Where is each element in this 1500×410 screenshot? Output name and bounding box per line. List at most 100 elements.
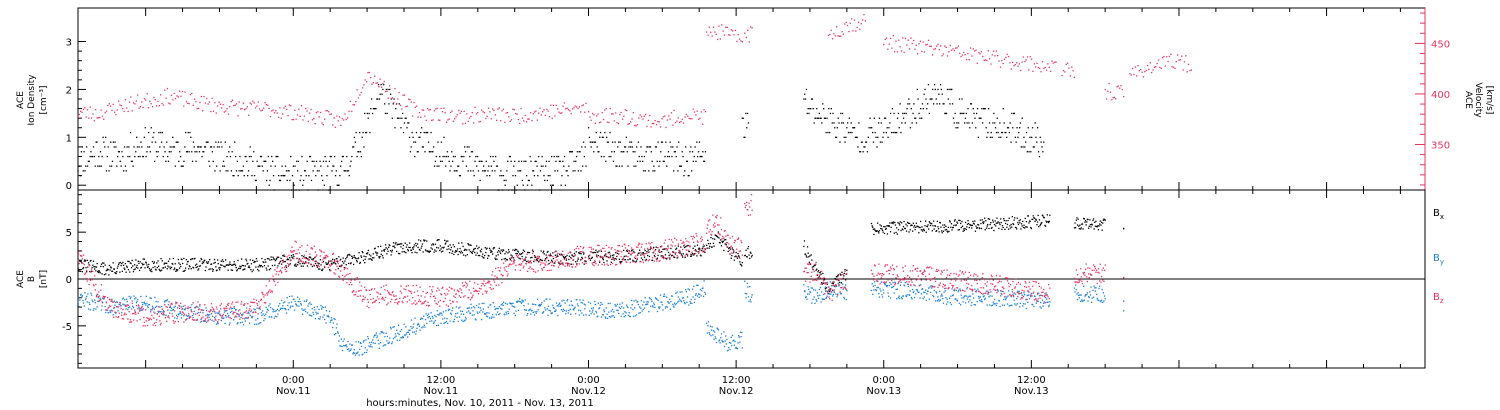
bx-point xyxy=(940,226,942,228)
velocity-point xyxy=(1036,62,1038,64)
density-point xyxy=(891,108,893,110)
bx-point xyxy=(607,252,609,254)
bx-point xyxy=(487,257,489,259)
by-point xyxy=(134,298,136,300)
bx-point xyxy=(350,262,352,264)
by-point xyxy=(138,306,140,309)
bx-point xyxy=(1039,224,1041,227)
bx-point xyxy=(942,224,944,226)
by-point xyxy=(870,289,873,292)
velocity-point xyxy=(956,47,958,49)
density-point xyxy=(499,175,501,177)
velocity-point xyxy=(700,111,702,113)
density-point xyxy=(806,112,808,115)
density-point xyxy=(240,170,242,172)
velocity-point xyxy=(883,44,885,46)
by-point xyxy=(916,289,918,291)
density-point xyxy=(262,170,264,172)
bx-point xyxy=(1012,223,1015,226)
bx-point xyxy=(190,258,192,261)
density-point xyxy=(462,160,464,162)
bx-point xyxy=(1074,222,1076,224)
by-point xyxy=(663,293,665,295)
by-point xyxy=(408,333,411,335)
velocity-point xyxy=(696,110,698,112)
velocity-point xyxy=(292,119,295,121)
by-point xyxy=(258,322,261,324)
bx-point xyxy=(179,263,181,266)
by-point xyxy=(664,307,667,309)
by-point xyxy=(684,303,686,305)
by-point xyxy=(249,322,251,324)
by-point xyxy=(228,324,230,326)
density-point xyxy=(810,108,812,110)
density-point xyxy=(884,117,887,119)
bx-point xyxy=(477,254,480,257)
density-point xyxy=(887,136,889,138)
by-point xyxy=(90,292,92,294)
density-point xyxy=(578,151,580,153)
bx-point xyxy=(247,262,249,264)
bx-point xyxy=(906,225,908,227)
by-point xyxy=(730,342,732,344)
velocity-point xyxy=(1045,69,1048,71)
bx-point xyxy=(627,259,629,261)
by-point xyxy=(992,301,994,303)
bx-point xyxy=(125,271,127,273)
by-point xyxy=(383,344,385,346)
by-point xyxy=(158,311,160,313)
bx-point xyxy=(102,266,104,268)
bx-point xyxy=(91,266,93,269)
by-point xyxy=(167,304,170,306)
velocity-point xyxy=(303,115,305,117)
density-point xyxy=(171,146,173,148)
bx-point xyxy=(287,258,289,260)
by-point xyxy=(648,311,650,313)
velocity-point xyxy=(960,55,962,58)
velocity-point xyxy=(1117,85,1119,87)
density-point xyxy=(596,146,598,148)
density-point xyxy=(853,127,855,129)
density-point xyxy=(194,151,196,153)
by-point xyxy=(495,314,497,316)
bx-point xyxy=(466,254,468,256)
density-point xyxy=(101,155,103,158)
density-point xyxy=(131,160,133,162)
velocity-point xyxy=(711,35,713,37)
by-point xyxy=(514,306,516,308)
by-point xyxy=(308,314,310,316)
bx-point xyxy=(244,268,246,270)
by-point xyxy=(972,297,975,299)
bx-point xyxy=(1006,226,1008,228)
velocity-point xyxy=(576,106,578,108)
by-point xyxy=(1025,307,1028,310)
bx-point xyxy=(474,251,476,254)
magnetic-field-panel: -505 0:00Nov.1112:00Nov.110:00Nov.1212:0… xyxy=(16,189,1444,409)
by-point xyxy=(691,288,694,290)
by-point xyxy=(719,342,721,344)
by-point xyxy=(1096,293,1098,296)
bx-point xyxy=(145,261,147,263)
by-point xyxy=(210,313,213,315)
by-point xyxy=(500,304,502,306)
bx-point xyxy=(823,279,825,281)
bx-point xyxy=(563,258,566,260)
velocity-point xyxy=(410,101,412,103)
bx-point xyxy=(923,229,925,232)
velocity-point xyxy=(322,124,324,126)
bx-point xyxy=(625,255,627,257)
bx-point xyxy=(954,219,956,221)
density-point xyxy=(630,141,633,143)
bx-point xyxy=(139,261,141,263)
bx-point xyxy=(1088,225,1090,227)
density-point xyxy=(939,84,942,86)
by-point xyxy=(450,312,452,314)
bx-point xyxy=(1028,222,1030,224)
bx-point xyxy=(746,256,748,258)
bx-point xyxy=(980,222,982,225)
by-point xyxy=(1003,304,1005,306)
velocity-point xyxy=(944,45,946,47)
velocity-point xyxy=(1148,68,1150,70)
by-point xyxy=(353,349,355,351)
by-point xyxy=(207,314,210,316)
